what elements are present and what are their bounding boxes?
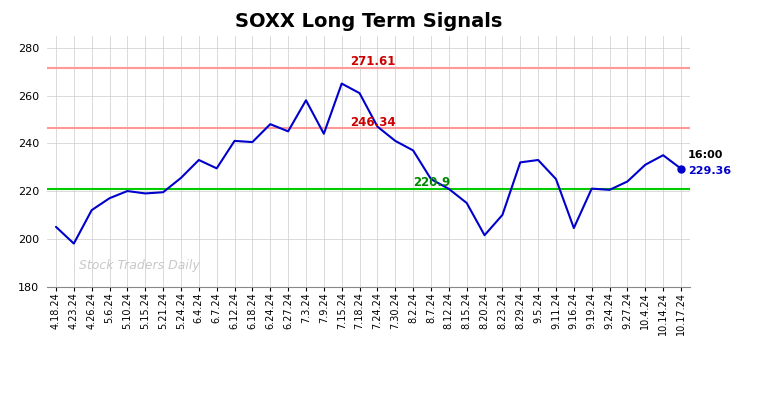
Text: 220.9: 220.9 — [413, 176, 450, 189]
Text: 229.36: 229.36 — [688, 166, 731, 176]
Text: 16:00: 16:00 — [688, 150, 724, 160]
Text: Stock Traders Daily: Stock Traders Daily — [79, 259, 200, 272]
Title: SOXX Long Term Signals: SOXX Long Term Signals — [234, 12, 503, 31]
Text: 271.61: 271.61 — [350, 55, 396, 68]
Text: 246.34: 246.34 — [350, 116, 396, 129]
